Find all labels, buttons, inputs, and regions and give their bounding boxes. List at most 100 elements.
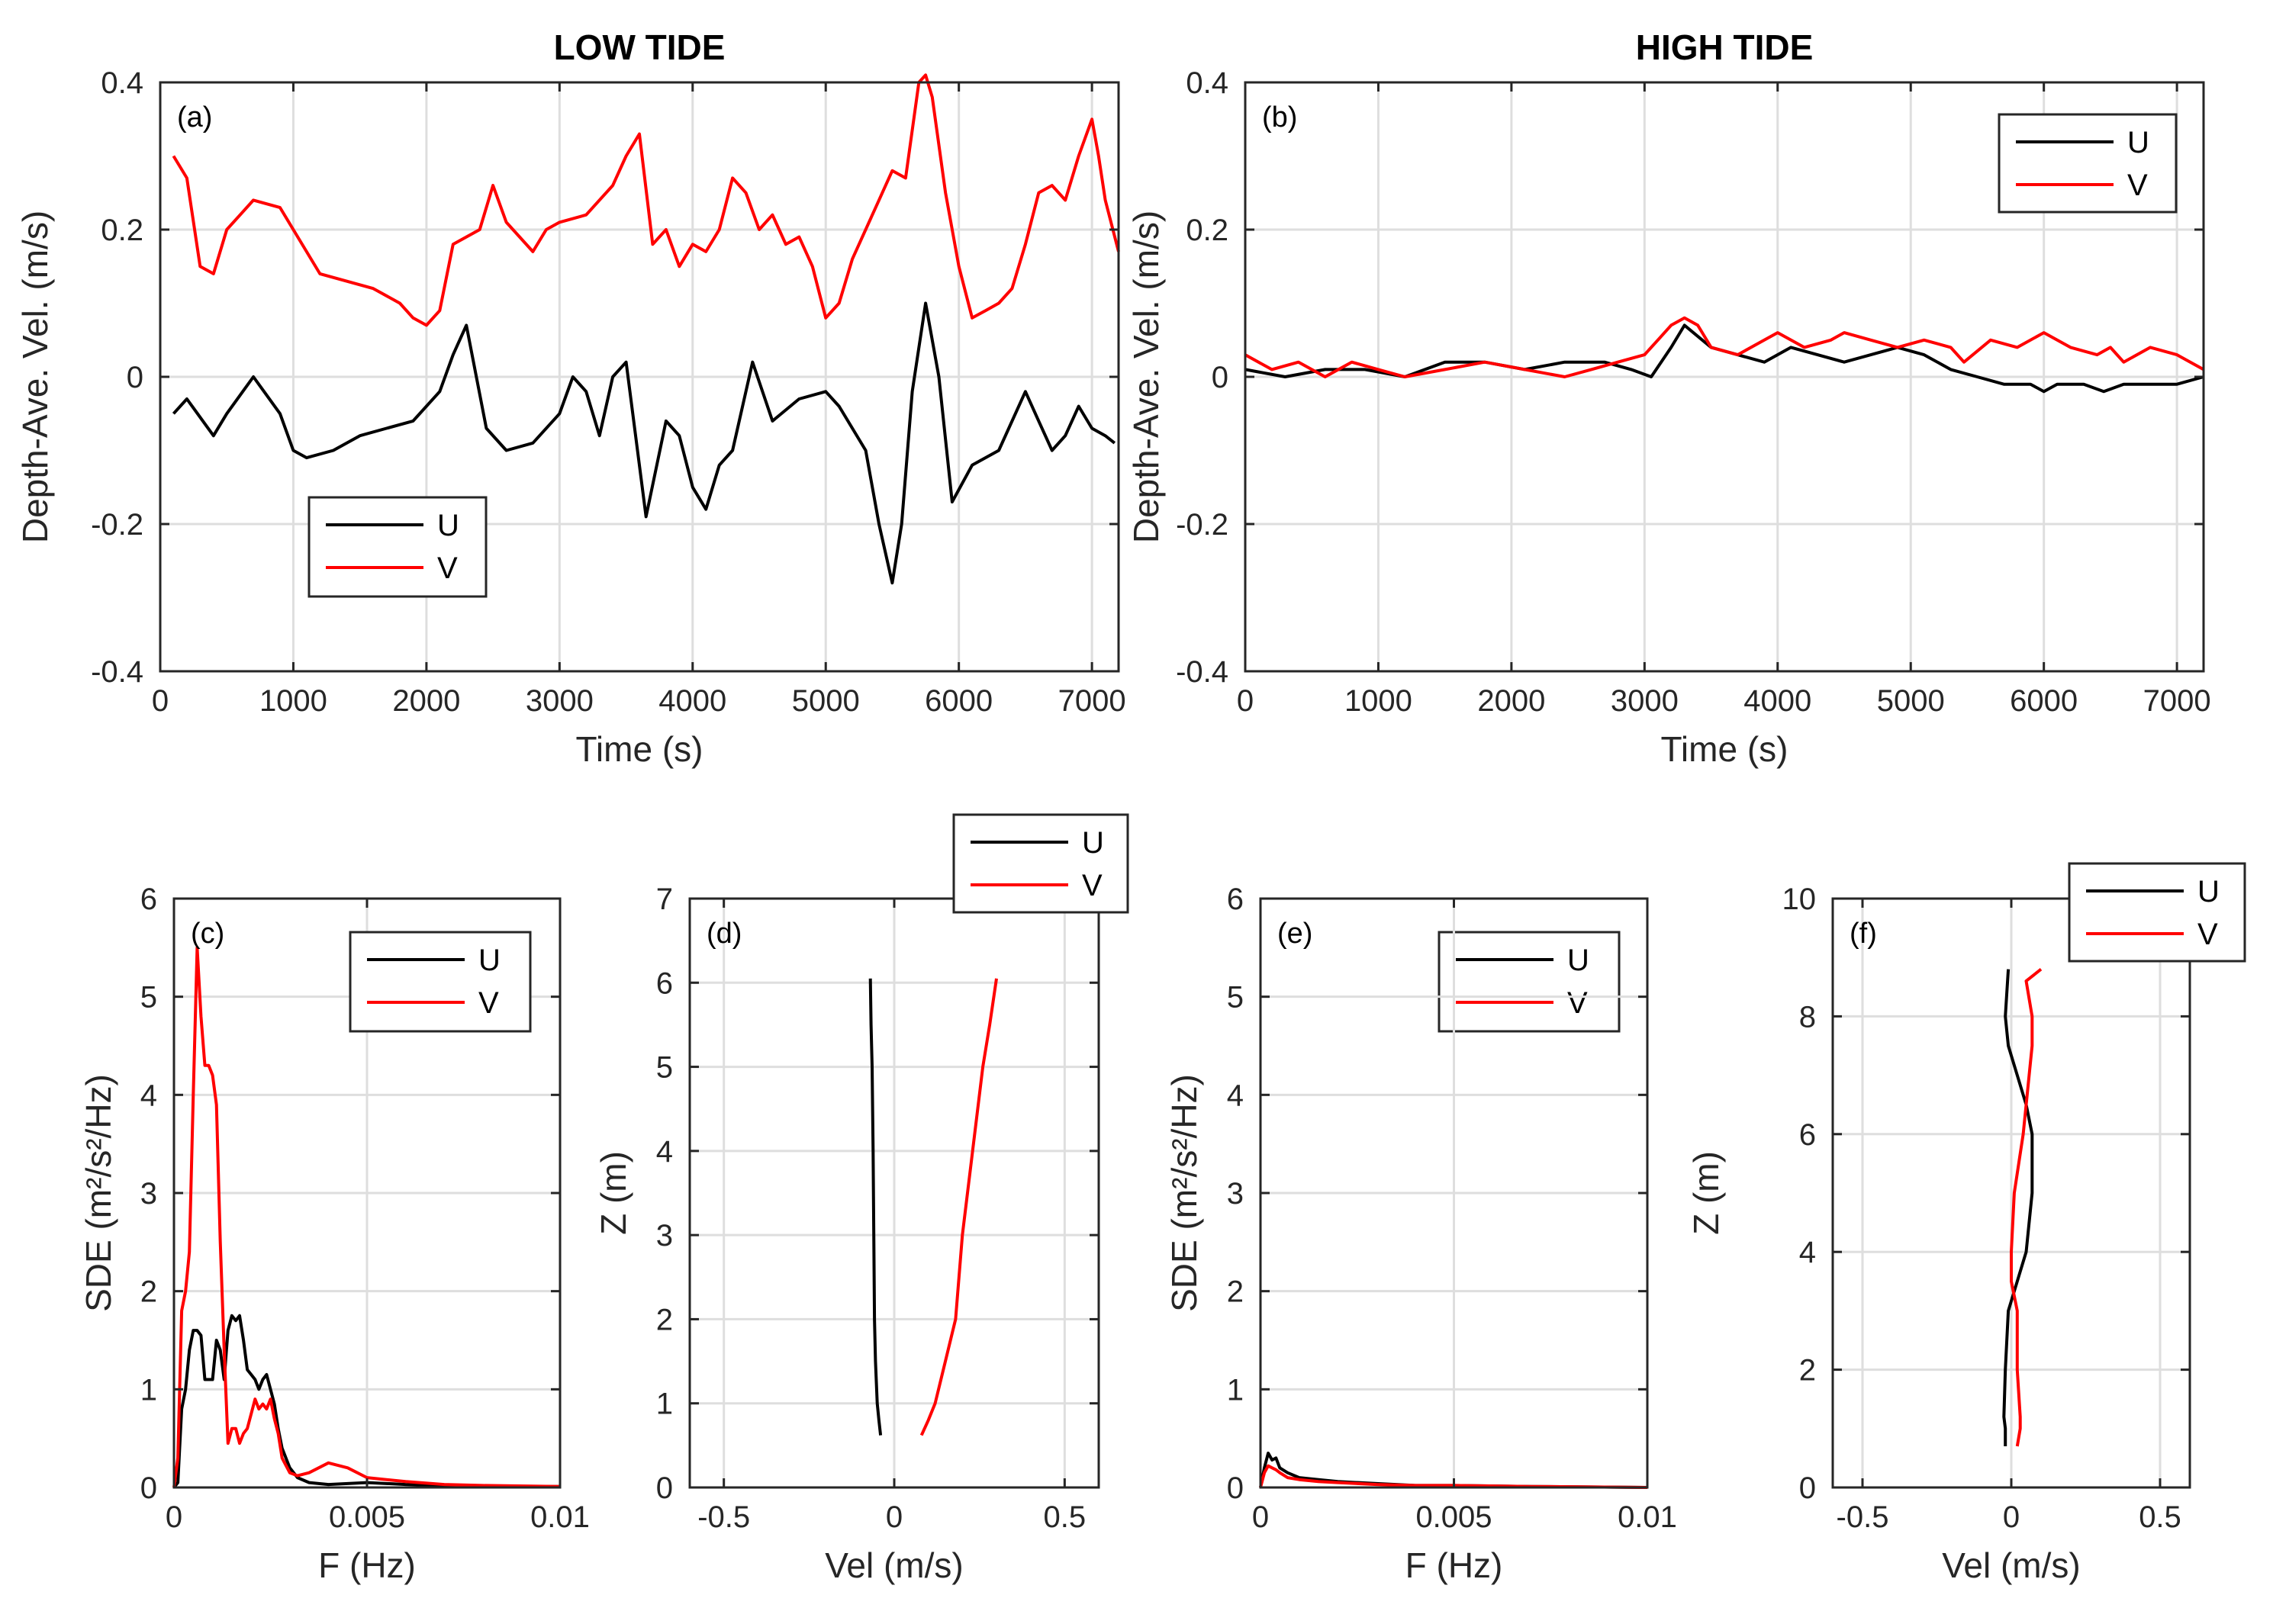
x-axis-label: Time (s) [576, 729, 703, 769]
y-tick-label: 2 [1227, 1275, 1244, 1309]
panel-f: -0.5 0 0.5 0 2 4 6 8 10 Vel (m/s) Z (m) (f) UV [1686, 862, 2246, 1585]
y-tick-label: 6 [1227, 883, 1244, 916]
y-axis-label: Depth-Ave. Vel. (m/s) [1126, 211, 1166, 543]
x-tick-label: 4000 [658, 684, 726, 718]
y-tick-label: 0 [1212, 361, 1228, 394]
legend-entry-V: V [2127, 169, 2148, 202]
panel-a: 0 1000 2000 3000 4000 5000 6000 7000 -0.4 -0.2 0 0.… [15, 27, 1126, 769]
x-tick-label: 6000 [925, 684, 993, 718]
y-tick-label: 6 [1799, 1118, 1816, 1152]
x-tick-label: 0 [1252, 1500, 1269, 1534]
series-V [1259, 1464, 1648, 1489]
x-tick-label: 4000 [1743, 684, 1811, 718]
x-tick-label: 7000 [2143, 684, 2211, 718]
y-tick-label: 6 [656, 966, 673, 1000]
y-tick-label: 0 [1799, 1471, 1816, 1505]
x-tick-label: 5000 [1877, 684, 1945, 718]
x-tick-label: 5000 [792, 684, 860, 718]
y-tick-label: 0.4 [1186, 66, 1228, 100]
legend: UV [1998, 113, 2178, 214]
legend-entry-V: V [1567, 986, 1588, 1020]
y-tick-label: 5 [1227, 981, 1244, 1015]
legend: UV [952, 813, 1129, 914]
x-tick-label: 3000 [1611, 684, 1679, 718]
y-tick-label: 4 [1799, 1236, 1816, 1269]
x-tick-label: 1000 [1344, 684, 1412, 718]
x-tick-label: 2000 [392, 684, 460, 718]
legend-entry-V: V [2197, 918, 2218, 951]
x-tick-label: 0 [1237, 684, 1254, 718]
x-axis-label: F (Hz) [318, 1545, 416, 1585]
series-V [2010, 968, 2043, 1447]
legend-entry-U: U [1567, 944, 1589, 977]
y-axis-label: Depth-Ave. Vel. (m/s) [15, 211, 55, 543]
y-tick-label: 4 [140, 1079, 157, 1112]
x-tick-label: 0 [152, 684, 169, 718]
x-tick-label: 1000 [259, 684, 327, 718]
legend-box [1438, 931, 1621, 1033]
panel-c: 0 0.005 0.01 0 1 2 3 4 5 6 F (Hz) SDE (m²/s²/Hz) (c)… [79, 883, 590, 1585]
series-U [172, 301, 1116, 585]
series-U [868, 978, 883, 1436]
x-tick-label: -0.5 [1837, 1500, 1889, 1534]
x-axis-label: Time (s) [1661, 729, 1788, 769]
y-tick-label: 6 [140, 883, 157, 916]
x-axis-label: Vel (m/s) [825, 1545, 963, 1585]
y-tick-label: 0 [140, 1471, 157, 1505]
panel-e: 0 0.005 0.01 0 1 2 3 4 5 6 F (Hz) SDE (m²/s²/Hz) (e)… [952, 813, 1677, 1585]
y-tick-label: 4 [656, 1135, 673, 1169]
series-U [172, 1314, 560, 1489]
legend: UV [307, 496, 488, 598]
y-tick-label: 0.4 [101, 66, 143, 100]
y-tick-label: 0.2 [101, 214, 143, 247]
x-axis-label: F (Hz) [1405, 1545, 1503, 1585]
panel-label: (c) [191, 918, 224, 950]
y-axis-label: Z (m) [594, 1151, 633, 1235]
y-axis-label: SDE (m²/s²/Hz) [79, 1074, 118, 1312]
panel-label: (b) [1262, 101, 1297, 133]
panel-label: (f) [1850, 918, 1877, 950]
y-tick-label: 2 [1799, 1354, 1816, 1388]
legend-box [2068, 862, 2246, 963]
chart-title: LOW TIDE [554, 27, 726, 67]
legend-entry-V: V [1082, 869, 1103, 902]
x-tick-label: 0.005 [329, 1500, 405, 1534]
y-tick-label: 3 [656, 1219, 673, 1253]
y-tick-label: 2 [656, 1303, 673, 1336]
panel-d: -0.5 0 0.5 0 1 2 3 4 5 6 7 Vel (m/s) Z (m) (d) UV [594, 883, 1621, 1585]
series-U [2002, 969, 2034, 1446]
legend: UV [1438, 931, 1621, 1033]
y-tick-label: -0.2 [1176, 508, 1228, 542]
legend-entry-U: U [2127, 126, 2149, 159]
y-tick-label: -0.4 [91, 655, 143, 689]
y-tick-label: 1 [1227, 1373, 1244, 1407]
legend: UV [2068, 862, 2246, 963]
legend-box [349, 931, 532, 1033]
panel-b: 0 1000 2000 3000 4000 5000 6000 7000 -0.4 -0.2 0 0.… [1126, 27, 2211, 769]
legend-entry-U: U [1082, 826, 1104, 860]
legend-entry-U: U [478, 944, 501, 977]
x-tick-label: 7000 [1058, 684, 1126, 718]
y-tick-label: 2 [140, 1275, 157, 1309]
series-V [919, 978, 998, 1436]
y-tick-label: 3 [1227, 1177, 1244, 1211]
x-tick-label: 3000 [526, 684, 594, 718]
series-V [172, 946, 561, 1488]
series-V [172, 73, 1120, 327]
x-tick-label: 0.5 [2139, 1500, 2181, 1534]
x-tick-label: 0 [166, 1500, 182, 1534]
x-axis-label: Vel (m/s) [1942, 1545, 2080, 1585]
x-tick-label: 0 [2003, 1500, 2020, 1534]
y-tick-label: 0 [127, 361, 143, 394]
y-axis-label: Z (m) [1686, 1151, 1726, 1235]
y-axis-label: SDE (m²/s²/Hz) [1164, 1074, 1204, 1312]
x-tick-label: 6000 [2010, 684, 2078, 718]
y-tick-label: 1 [140, 1373, 157, 1407]
series-V [1244, 316, 2204, 378]
y-tick-label: -0.2 [91, 508, 143, 542]
y-tick-label: 5 [656, 1051, 673, 1085]
x-tick-label: -0.5 [697, 1500, 750, 1534]
x-tick-label: 0.01 [1618, 1500, 1677, 1534]
y-tick-label: 5 [140, 981, 157, 1015]
